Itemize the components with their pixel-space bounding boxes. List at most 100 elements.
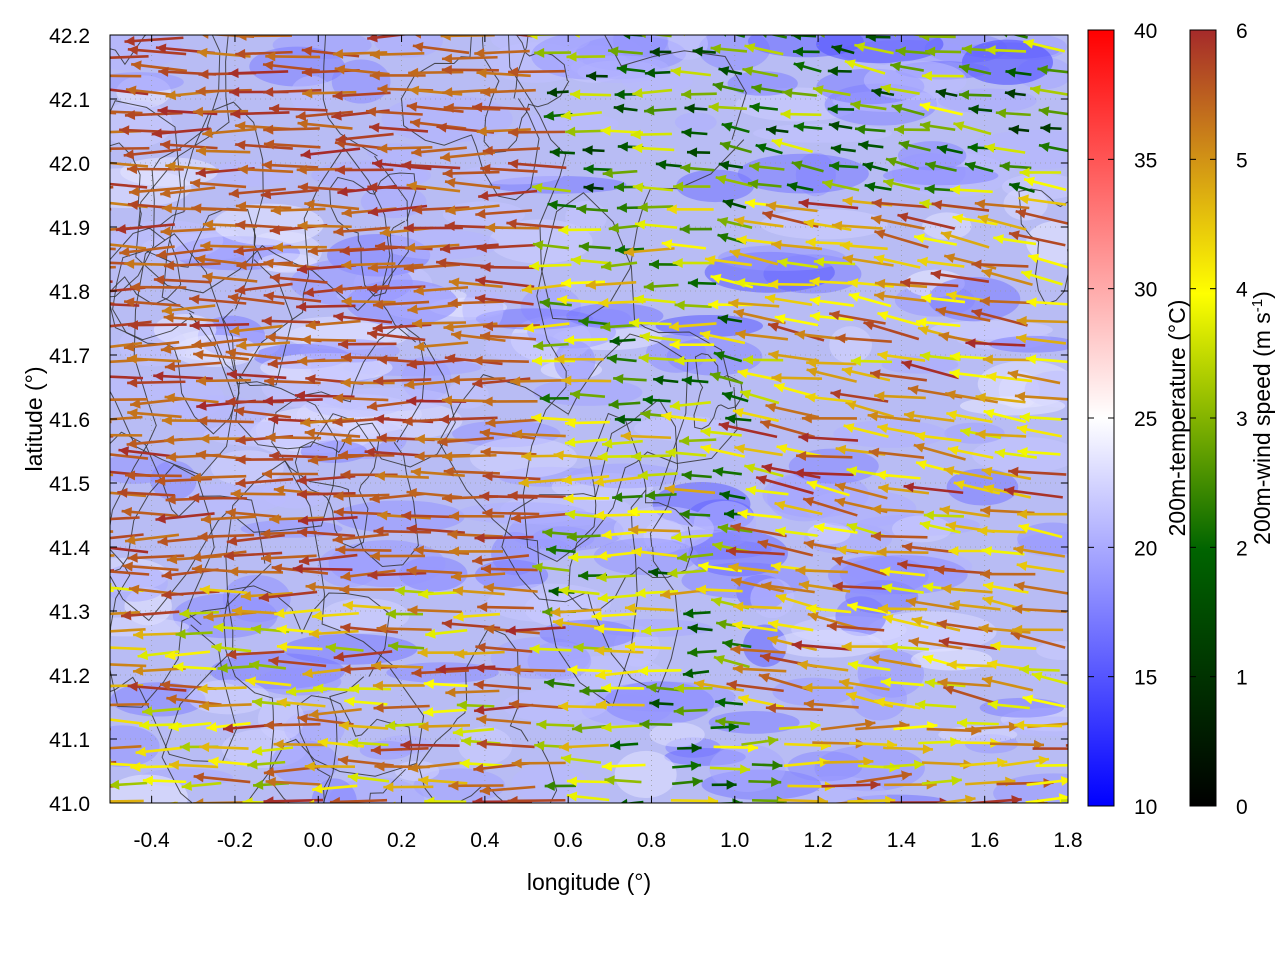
wind-vector-head (905, 597, 917, 608)
wind-vector-head (638, 353, 649, 364)
wind-vector-shaft (110, 784, 115, 788)
wind-vector-head (774, 500, 786, 511)
wind-vector-head (715, 697, 726, 708)
wind-vector-head (718, 66, 730, 76)
wind-vector-head (235, 140, 246, 151)
wind-vector-head (940, 230, 952, 241)
wind-vector-head (591, 611, 602, 622)
wind-vector-head (687, 623, 698, 634)
wind-vector-head (919, 351, 931, 362)
wind-vector-head (297, 119, 308, 130)
wind-vector-head (483, 582, 495, 593)
wind-vector-head (367, 262, 379, 273)
wind-vector-head (679, 509, 690, 520)
wind-vector-head (1038, 755, 1050, 766)
wind-vector-head (305, 581, 316, 592)
wind-vector-head (568, 552, 579, 563)
wind-vector-head (130, 398, 141, 409)
wind-vector-head (418, 775, 429, 786)
wind-vector-shaft (299, 29, 356, 32)
wind-vector-head (94, 322, 104, 332)
wind-vector-head (90, 53, 100, 63)
wind-vector-shaft (263, 30, 322, 33)
wind-vector-head (385, 720, 396, 731)
wind-vector-head (996, 757, 1008, 768)
wind-vector-head (364, 447, 375, 458)
wind-vector-head (191, 564, 203, 575)
wind-vector-shaft (841, 35, 849, 36)
x-tick-label: 0.0 (304, 829, 333, 852)
wind-vector-head (296, 301, 307, 312)
wind-vector-head (480, 87, 491, 98)
wind-vector-head (213, 622, 224, 633)
wind-vector-head (911, 616, 923, 627)
wind-vector-head (806, 357, 817, 368)
wind-vector-head (476, 739, 488, 749)
wind-vector-head (369, 551, 380, 562)
wind-vector-head (664, 484, 675, 495)
wind-vector-head (333, 651, 345, 662)
wind-vector-head (683, 608, 694, 619)
wind-vector-head (643, 281, 655, 292)
wind-vector-head (1009, 182, 1021, 192)
wind-vector-head (767, 635, 779, 646)
wind-vector-head (1008, 124, 1020, 135)
wind-vector-head (93, 659, 103, 669)
wind-vector-head (263, 796, 274, 803)
wind-vector-head (276, 641, 288, 652)
wind-vector-head (195, 449, 207, 460)
wind-vector-head (96, 714, 107, 724)
wind-vector-head (644, 105, 655, 116)
wind-vector-head (195, 86, 206, 97)
wind-vector-head (1016, 561, 1028, 572)
wind-vector-head (957, 20, 968, 30)
wind-vector-head (441, 53, 453, 64)
wind-vector-head (1019, 167, 1030, 178)
wind-vector-head (269, 450, 280, 461)
wind-vector-head (233, 406, 245, 417)
wind-vector-head (827, 66, 838, 77)
wind-vector-head (679, 224, 690, 235)
wind-vector-head (425, 628, 436, 639)
contour-line (400, 35, 540, 201)
wind-vector-head (126, 353, 138, 364)
wind-vector-head (369, 493, 380, 504)
wind-vector-head (935, 88, 947, 99)
wind-vector-head (264, 376, 275, 387)
wind-vector-head (196, 375, 207, 386)
wind-vector-head (529, 643, 540, 654)
wind-vector-head (413, 545, 424, 556)
wind-vector-head (508, 699, 520, 710)
wind-vector-head (477, 602, 488, 613)
wind-vector-head (439, 243, 451, 254)
wind-vector-shaft (110, 434, 114, 438)
wind-vector-head (235, 454, 246, 465)
wind-vector-head (164, 435, 175, 446)
wind-vector-head (556, 295, 568, 306)
wind-vector-head (563, 493, 574, 504)
temperature-patch (881, 355, 959, 374)
wind-vector-head (267, 358, 279, 369)
wind-vector-head (862, 161, 874, 172)
colorbar-tick-label: 35 (1134, 149, 1157, 172)
wind-vector-head (550, 607, 561, 618)
wind-vector-head (374, 471, 386, 482)
wind-vector-head (225, 396, 236, 407)
wind-vector-head (897, 559, 908, 570)
wind-vector-head (226, 369, 238, 380)
wind-vector-head (570, 89, 581, 100)
wind-vector-head (1028, 19, 1039, 29)
wind-vector-head (639, 331, 651, 342)
wind-vector-head (200, 240, 211, 251)
wind-vector-head (793, 121, 805, 132)
wind-vector-head (637, 470, 649, 481)
wind-vector-head (613, 182, 625, 193)
wind-vector-head (573, 35, 580, 38)
wind-vector-head (967, 142, 978, 153)
wind-vector-head (127, 408, 138, 419)
wind-vector-head (965, 338, 976, 349)
wind-vector-head (510, 512, 522, 523)
wind-vector-head (89, 257, 99, 267)
wind-vector-head (738, 694, 750, 705)
